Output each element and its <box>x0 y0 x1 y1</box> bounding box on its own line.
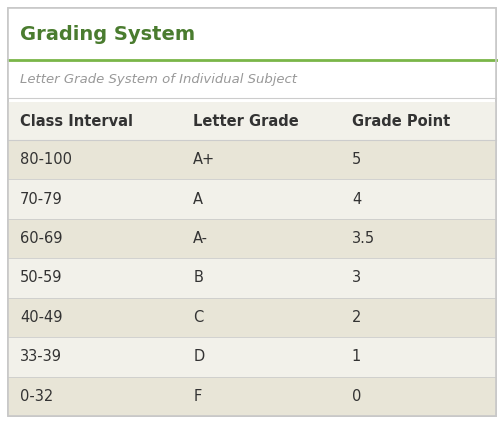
Text: B: B <box>193 271 203 285</box>
Bar <box>8 179 496 219</box>
Bar <box>8 337 496 377</box>
Text: 4: 4 <box>352 192 361 206</box>
Text: Letter Grade: Letter Grade <box>193 114 299 128</box>
Text: A+: A+ <box>193 152 215 167</box>
Bar <box>8 140 496 179</box>
Bar <box>8 60 496 98</box>
Bar <box>8 102 496 140</box>
Text: 0-32: 0-32 <box>20 389 53 404</box>
Bar <box>8 258 496 298</box>
Text: 60-69: 60-69 <box>20 231 62 246</box>
Text: C: C <box>193 310 204 325</box>
Text: 50-59: 50-59 <box>20 271 62 285</box>
Text: 70-79: 70-79 <box>20 192 63 206</box>
Text: Letter Grade System of Individual Subject: Letter Grade System of Individual Subjec… <box>20 73 297 86</box>
Text: Grading System: Grading System <box>20 25 195 44</box>
Text: 5: 5 <box>352 152 361 167</box>
Bar <box>8 298 496 337</box>
Text: 40-49: 40-49 <box>20 310 62 325</box>
Bar <box>8 8 496 60</box>
Text: Class Interval: Class Interval <box>20 114 133 128</box>
Bar <box>8 219 496 258</box>
Text: F: F <box>193 389 202 404</box>
Text: Grade Point: Grade Point <box>352 114 450 128</box>
Text: 80-100: 80-100 <box>20 152 72 167</box>
Bar <box>8 377 496 416</box>
Text: 3.5: 3.5 <box>352 231 375 246</box>
Text: 1: 1 <box>352 349 361 364</box>
Text: A-: A- <box>193 231 208 246</box>
Text: 33-39: 33-39 <box>20 349 62 364</box>
Text: 2: 2 <box>352 310 361 325</box>
Text: 0: 0 <box>352 389 361 404</box>
Text: 3: 3 <box>352 271 361 285</box>
Text: A: A <box>193 192 203 206</box>
Text: D: D <box>193 349 205 364</box>
